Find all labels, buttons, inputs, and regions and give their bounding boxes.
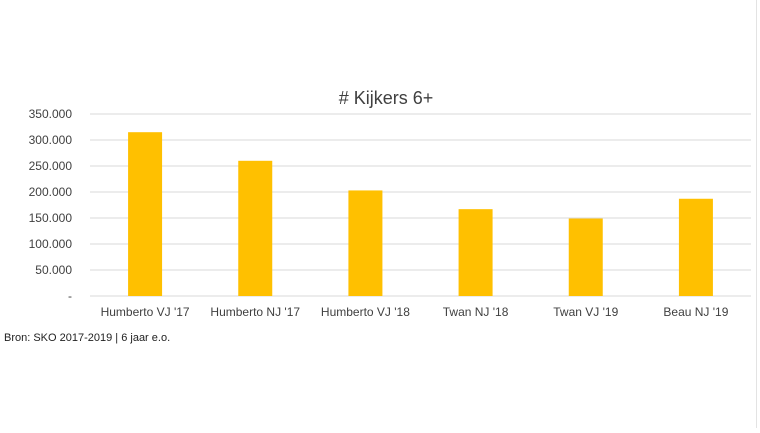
- bar: [348, 190, 383, 296]
- y-tick-label: 150.000: [29, 211, 73, 225]
- bar: [128, 132, 163, 296]
- bars: [128, 132, 713, 296]
- bar: [238, 160, 273, 296]
- y-tick-label: 200.000: [29, 185, 73, 199]
- y-tick-label: 100.000: [29, 237, 73, 251]
- x-tick-label: Humberto NJ '17: [210, 305, 300, 319]
- x-tick-label: Twan VJ '19: [553, 305, 618, 319]
- chart-title: # Kijkers 6+: [339, 88, 434, 108]
- source-note: Bron: SKO 2017-2019 | 6 jaar e.o.: [4, 332, 171, 344]
- y-tick-label: -: [68, 289, 72, 303]
- y-tick-label: 300.000: [29, 133, 73, 147]
- y-tick-label: 350.000: [29, 107, 73, 121]
- x-tick-label: Humberto VJ '17: [101, 305, 190, 319]
- bar: [458, 209, 493, 296]
- bar: [678, 198, 713, 296]
- y-tick-label: 250.000: [29, 159, 73, 173]
- x-tick-label: Beau NJ '19: [663, 305, 728, 319]
- divider: [756, 0, 757, 428]
- bar: [568, 218, 603, 296]
- y-tick-label: 50.000: [35, 263, 72, 277]
- grid-lines: [90, 113, 751, 297]
- x-axis-tick-labels: Humberto VJ '17 Humberto NJ '17 Humberto V…: [101, 305, 729, 319]
- x-tick-label: Humberto VJ '18: [321, 305, 410, 319]
- y-axis-tick-labels: - 50.000 100.000 150.000 200.000 250.000 300.0…: [29, 107, 73, 303]
- x-tick-label: Twan NJ '18: [443, 305, 509, 319]
